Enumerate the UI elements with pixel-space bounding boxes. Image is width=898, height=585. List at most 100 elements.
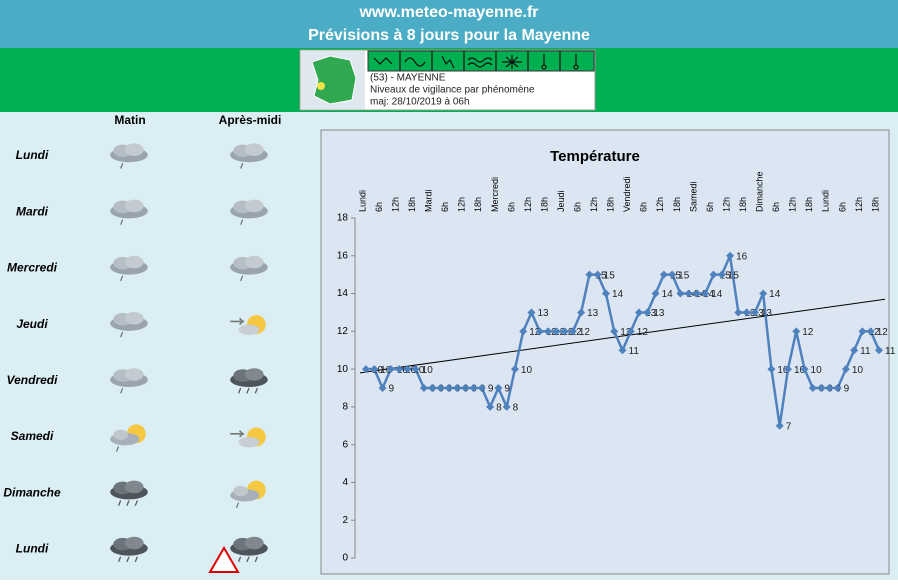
data-label: 12 (877, 327, 889, 338)
data-point (370, 365, 379, 374)
data-label: 14 (769, 289, 781, 300)
y-tick-label: 2 (342, 515, 348, 526)
x-tick-label: 6h (440, 202, 450, 212)
data-label: 11 (860, 346, 871, 357)
data-label: 9 (488, 384, 494, 395)
data-point (792, 327, 801, 336)
data-label: 10 (811, 365, 823, 376)
y-tick-label: 10 (337, 364, 349, 375)
data-label: 16 (736, 251, 748, 262)
day-name: Lundi (16, 542, 49, 556)
column-header: Après-midi (219, 113, 282, 127)
data-point (618, 346, 627, 355)
vigilance-box: (53) - MAYENNE Niveaux de vigilance par … (299, 49, 596, 111)
data-point (651, 289, 660, 298)
y-tick-label: 6 (342, 439, 348, 450)
data-label: 14 (711, 289, 723, 300)
data-point (510, 365, 519, 374)
data-point (568, 327, 577, 336)
top-banner (0, 0, 898, 48)
data-label: 8 (496, 403, 502, 414)
data-point (494, 384, 503, 392)
day-name: Dimanche (3, 485, 61, 499)
data-label: 12 (637, 327, 649, 338)
y-tick-label: 14 (337, 288, 349, 299)
data-point (477, 384, 486, 392)
data-point (875, 346, 883, 355)
data-point (726, 251, 735, 260)
y-tick-label: 16 (337, 250, 349, 261)
x-tick-label: 6h (837, 202, 847, 212)
data-label: 10 (422, 365, 434, 376)
data-point (742, 308, 751, 317)
data-point (825, 384, 834, 392)
day-name: Mercredi (7, 261, 58, 275)
data-point (519, 327, 528, 336)
y-tick-label: 18 (337, 213, 349, 224)
data-label: 12 (554, 327, 566, 338)
data-label: 12 (546, 327, 558, 338)
data-label: 15 (604, 270, 616, 281)
data-point (775, 421, 784, 430)
data-point (411, 365, 420, 374)
data-label: 10 (794, 365, 806, 376)
day-name: Mardi (16, 204, 49, 218)
y-tick-label: 12 (337, 326, 349, 337)
data-point (486, 402, 495, 411)
data-label: 13 (753, 308, 765, 319)
data-point (502, 402, 511, 411)
data-point (436, 384, 445, 392)
data-point (800, 365, 809, 374)
data-label: 10 (521, 365, 533, 376)
data-point (668, 270, 677, 279)
data-point (833, 384, 842, 392)
data-point (453, 384, 462, 392)
day-name: Vendredi (7, 373, 59, 387)
data-label: 14 (703, 289, 715, 300)
warning-icon (208, 546, 240, 573)
data-point (552, 327, 561, 336)
data-point (808, 384, 817, 392)
data-point (684, 289, 693, 298)
data-label: 9 (504, 384, 510, 395)
x-tick-label: 6h (573, 202, 583, 212)
data-label: 12 (571, 327, 583, 338)
data-label: 12 (868, 327, 880, 338)
x-tick-label: Mardi (424, 189, 434, 212)
data-point (676, 289, 685, 298)
data-label: 14 (695, 289, 707, 300)
x-tick-label: 18h (606, 197, 616, 212)
x-tick-label: 18h (539, 197, 549, 212)
data-point (626, 327, 635, 336)
data-point (527, 308, 536, 317)
data-label: 13 (653, 308, 665, 319)
data-label: 13 (537, 308, 549, 319)
data-label: 12 (579, 327, 591, 338)
data-point (593, 270, 602, 279)
data-label: 13 (587, 308, 599, 319)
data-point (858, 327, 867, 336)
data-point (444, 384, 453, 392)
x-tick-label: Dimanche (755, 171, 765, 212)
data-label: 9 (844, 384, 850, 395)
x-tick-label: 18h (672, 197, 682, 212)
x-tick-label: Jeudi (556, 190, 566, 212)
data-point (709, 270, 718, 279)
data-point (817, 384, 826, 392)
chart-title: Température (550, 148, 640, 165)
data-label: 15 (678, 270, 690, 281)
data-point (362, 365, 370, 374)
data-label: 15 (728, 270, 740, 281)
x-tick-label: 6h (705, 202, 715, 212)
y-tick-label: 0 (342, 553, 348, 564)
data-label: 7 (786, 421, 792, 432)
data-label: 12 (562, 327, 574, 338)
vigilance-updated: maj: 28/10/2019 à 06h (370, 97, 470, 108)
trendline (359, 298, 886, 374)
data-label: 10 (852, 365, 864, 376)
data-point (428, 384, 437, 392)
x-tick-label: 18h (804, 197, 814, 212)
data-point (850, 346, 859, 355)
page-title: Prévisions à 8 jours pour la Mayenne (308, 27, 590, 44)
x-tick-label: Samedi (688, 181, 698, 212)
